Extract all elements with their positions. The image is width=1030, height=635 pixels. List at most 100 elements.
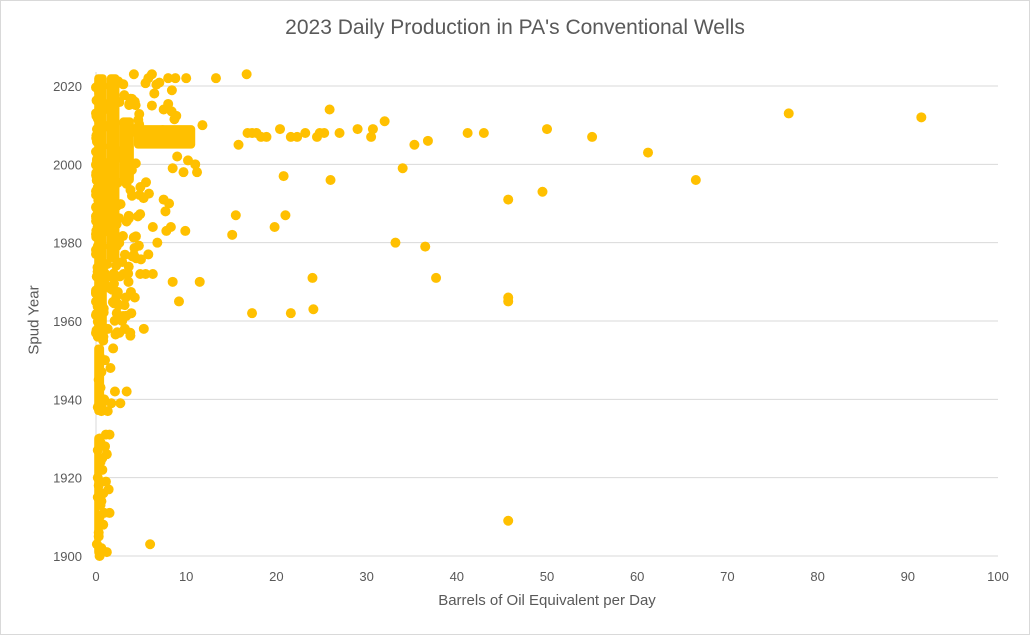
data-point xyxy=(503,194,514,205)
data-point xyxy=(106,398,117,409)
data-point xyxy=(462,128,473,138)
cluster-point xyxy=(135,209,146,220)
y-tick-1940: 1940 xyxy=(53,392,82,407)
data-point xyxy=(324,104,335,115)
x-axis-title: Barrels of Oil Equivalent per Day xyxy=(438,592,656,609)
data-point xyxy=(178,167,189,178)
cluster-point xyxy=(98,122,109,133)
cluster-point xyxy=(121,135,132,146)
y-tick-1920: 1920 xyxy=(53,471,82,486)
cluster-point xyxy=(93,132,104,143)
data-point xyxy=(96,496,107,507)
data-point xyxy=(300,128,311,138)
data-point xyxy=(105,363,116,373)
data-point xyxy=(537,186,548,197)
data-point xyxy=(108,343,119,354)
cluster-point xyxy=(94,297,105,308)
cluster-point xyxy=(94,154,105,165)
data-point xyxy=(92,472,103,483)
y-tick-2020: 2020 xyxy=(53,79,82,94)
cluster-point xyxy=(118,117,129,128)
cluster-point xyxy=(115,199,126,210)
x-tick-60: 60 xyxy=(630,569,644,584)
data-point xyxy=(181,73,192,84)
y-axis-title: Spud Year xyxy=(25,285,43,355)
y-tick-1900: 1900 xyxy=(53,549,82,564)
data-point xyxy=(97,464,108,475)
data-point xyxy=(241,69,252,80)
cluster-point xyxy=(102,104,113,115)
cluster-point xyxy=(123,210,134,221)
data-point xyxy=(102,406,113,417)
data-point xyxy=(420,241,431,252)
data-point xyxy=(93,527,104,538)
cluster-point xyxy=(157,125,168,136)
data-point xyxy=(334,128,345,138)
cluster-point xyxy=(94,184,105,195)
data-point xyxy=(227,229,238,240)
data-point xyxy=(409,139,420,150)
data-point xyxy=(125,327,136,338)
cluster-point xyxy=(111,241,122,252)
gridlines xyxy=(96,85,998,479)
data-point xyxy=(92,445,103,456)
cluster-point xyxy=(111,219,122,230)
data-point xyxy=(98,519,109,530)
data-point xyxy=(98,488,109,499)
data-point xyxy=(94,351,105,362)
x-tick-100: 100 xyxy=(987,569,1009,584)
data-point xyxy=(160,206,171,217)
x-tick-30: 30 xyxy=(359,569,373,584)
data-point xyxy=(230,210,241,221)
data-point xyxy=(95,382,106,393)
cluster-point xyxy=(91,146,102,157)
cluster-point xyxy=(154,77,165,88)
data-point xyxy=(192,167,203,178)
cluster-point xyxy=(109,315,120,326)
cluster-point xyxy=(109,79,120,90)
cluster-point xyxy=(126,164,137,175)
data-point xyxy=(96,366,107,377)
cluster-point xyxy=(149,88,160,99)
cluster-point xyxy=(98,307,109,318)
data-point xyxy=(210,73,221,84)
x-tick-10: 10 xyxy=(179,569,193,584)
cluster-point xyxy=(135,254,146,265)
cluster-point xyxy=(117,231,128,242)
y-tick-1980: 1980 xyxy=(53,236,82,251)
data-point xyxy=(503,515,514,526)
data-point xyxy=(92,331,103,342)
data-point xyxy=(164,198,175,209)
data-point xyxy=(352,124,363,135)
cluster-point xyxy=(169,114,180,125)
data-point xyxy=(587,131,598,142)
cluster-point xyxy=(127,126,138,137)
data-point xyxy=(109,386,120,397)
data-point xyxy=(242,128,253,138)
x-tick-70: 70 xyxy=(720,569,734,584)
cluster-point xyxy=(118,79,129,90)
data-point xyxy=(143,249,154,260)
data-point xyxy=(100,476,111,487)
data-points xyxy=(91,69,927,561)
cluster-point xyxy=(98,165,109,176)
data-point xyxy=(135,269,146,279)
cluster-point xyxy=(134,109,145,120)
data-point xyxy=(120,292,131,303)
data-point xyxy=(194,276,205,287)
data-point xyxy=(643,147,654,158)
cluster-point xyxy=(138,193,149,204)
y-tick-labels: 1900 1920 1940 1960 1980 2000 2020 xyxy=(53,79,82,564)
data-point xyxy=(95,437,106,448)
data-point xyxy=(165,222,176,232)
x-tick-labels: 0 10 20 30 40 50 60 70 80 90 100 xyxy=(92,569,1008,584)
data-point xyxy=(143,73,154,84)
x-tick-80: 80 xyxy=(810,569,824,584)
data-point xyxy=(94,551,105,561)
data-point xyxy=(478,128,489,138)
data-point xyxy=(190,159,201,170)
cluster-point xyxy=(101,323,112,334)
data-point xyxy=(285,308,296,319)
cluster-point xyxy=(115,146,126,157)
